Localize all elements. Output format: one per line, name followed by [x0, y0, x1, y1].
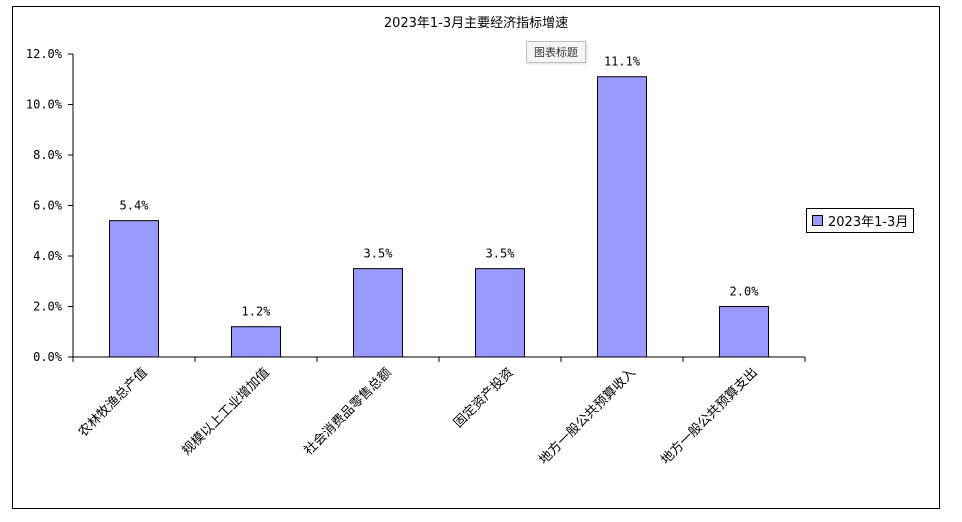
- y-tick-label: 2.0%: [33, 300, 63, 314]
- chart-title-tooltip: 图表标题: [526, 41, 586, 63]
- category-label: 地方一般公共预算支出: [658, 365, 761, 468]
- data-label: 1.2%: [242, 305, 272, 319]
- bar[interactable]: [475, 268, 525, 358]
- y-tick-label: 0.0%: [33, 350, 63, 364]
- data-label: 5.4%: [120, 199, 150, 213]
- category-label: 地方一般公共预算收入: [536, 365, 639, 468]
- category-label: 固定资产投资: [450, 365, 516, 431]
- chart-title[interactable]: 2023年1-3月主要经济指标增速: [384, 16, 568, 31]
- category-label: 社会消费品零售总额: [301, 365, 395, 459]
- y-tick-label: 10.0%: [26, 98, 63, 112]
- data-label: 11.1%: [604, 55, 641, 69]
- y-tick-label: 6.0%: [33, 199, 63, 213]
- data-label: 3.5%: [486, 247, 516, 261]
- y-tick-label: 8.0%: [33, 148, 63, 162]
- axes-group: 0.0% 2.0% 4.0% 6.0% 8.0% 10.0% 12.0%: [26, 47, 806, 364]
- bar[interactable]: [597, 76, 647, 358]
- data-label: 3.5%: [364, 247, 394, 261]
- bar[interactable]: [719, 306, 769, 358]
- category-label: 规模以上工业增加值: [179, 365, 273, 459]
- data-label: 2.0%: [730, 285, 760, 299]
- legend-swatch: [812, 215, 823, 226]
- bar[interactable]: [109, 220, 159, 358]
- labels-group: 5.4% 农林牧渔总产值 1.2% 规模以上工业增加值 3.5% 社会消费品零售总额 3.5…: [75, 55, 761, 468]
- bars-group: [109, 76, 769, 358]
- bar[interactable]: [353, 268, 403, 358]
- category-label: 农林牧渔总产值: [75, 365, 151, 441]
- chart-frame: [12, 6, 940, 509]
- legend[interactable]: 2023年1-3月: [806, 208, 915, 233]
- legend-label: 2023年1-3月: [828, 215, 909, 230]
- y-tick-label: 4.0%: [33, 249, 63, 263]
- bar[interactable]: [231, 326, 281, 358]
- y-tick-label: 12.0%: [26, 47, 63, 61]
